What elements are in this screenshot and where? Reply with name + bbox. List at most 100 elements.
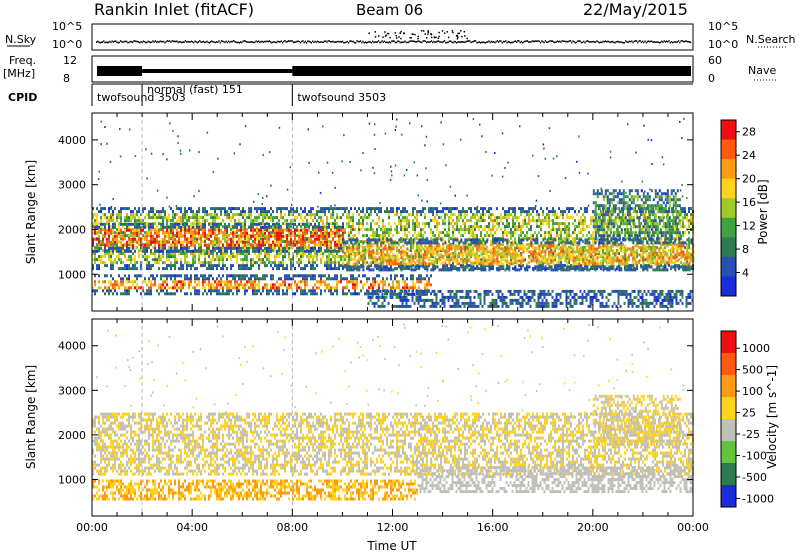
heatmap-cell <box>304 222 306 226</box>
heatmap-cell <box>410 246 412 250</box>
heatmap-cell <box>466 210 468 214</box>
heatmap-cell <box>308 255 310 259</box>
heatmap-cell <box>246 246 248 250</box>
heatmap-cell <box>138 243 140 247</box>
heatmap-cell <box>636 264 638 268</box>
heatmap-cell <box>558 234 560 238</box>
nsky-point <box>231 40 233 43</box>
heatmap-cell <box>94 222 96 226</box>
heatmap-cell <box>116 219 118 223</box>
heatmap-cell <box>614 210 616 214</box>
heatmap-cell <box>266 216 268 220</box>
heatmap-cell <box>252 231 254 235</box>
heatmap-cell <box>220 213 222 217</box>
heatmap-cell <box>202 219 204 223</box>
nsky-point <box>121 40 123 43</box>
nsky-point <box>198 41 200 43</box>
heatmap-cell <box>236 231 238 235</box>
heatmap-cell <box>462 228 464 232</box>
heatmap-cell <box>460 225 462 229</box>
heatmap-cell <box>116 234 118 238</box>
heatmap-cell <box>432 213 434 217</box>
heatmap-cell <box>312 240 314 244</box>
heatmap-cell <box>246 255 248 259</box>
nsky-point <box>176 40 178 42</box>
heatmap-cell <box>290 231 292 235</box>
heatmap-cell <box>222 249 224 253</box>
heatmap-cell <box>304 252 306 256</box>
heatmap-cell <box>306 249 308 253</box>
heatmap-cell <box>202 231 204 235</box>
heatmap-cell <box>176 207 178 211</box>
heatmap-cell <box>410 213 412 217</box>
heatmap-cell <box>120 231 122 235</box>
heatmap-cell <box>276 228 278 232</box>
heatmap-cell <box>292 222 294 226</box>
heatmap-cell <box>150 264 152 268</box>
heatmap-cell <box>270 249 272 253</box>
heatmap-cell <box>574 219 576 223</box>
heatmap-cell <box>130 234 132 238</box>
heatmap-cell <box>318 234 320 238</box>
nsky-point <box>188 41 190 43</box>
heatmap-cell <box>540 255 542 259</box>
nsky-point <box>264 40 266 43</box>
heatmap-cell <box>380 210 382 214</box>
nsky-point <box>220 40 222 42</box>
heatmap-cell <box>250 216 252 220</box>
heatmap-cell <box>530 225 532 229</box>
heatmap-cell <box>140 246 142 250</box>
heatmap-cell <box>204 249 206 253</box>
freq-tick-high: 12 <box>63 54 77 67</box>
heatmap-cell <box>226 237 228 241</box>
heatmap-cell <box>120 207 122 211</box>
nsky-point <box>498 41 500 43</box>
heatmap-cell <box>300 213 302 217</box>
heatmap-cell <box>200 225 202 229</box>
heatmap-cell <box>526 222 528 226</box>
heatmap-cell <box>552 252 554 256</box>
heatmap-cell <box>302 237 304 241</box>
heatmap-cell <box>174 243 176 247</box>
heatmap-cell <box>132 246 134 250</box>
heatmap-cell <box>660 264 662 268</box>
heatmap-cell <box>276 225 278 229</box>
heatmap-cell <box>412 246 414 250</box>
heatmap-cell <box>190 237 192 241</box>
heatmap-cell <box>358 249 360 253</box>
heatmap-cell <box>586 207 588 211</box>
heatmap-cell <box>364 240 366 244</box>
heatmap-cell <box>298 258 300 262</box>
nsky-point <box>284 40 286 42</box>
nsky-point <box>685 40 687 42</box>
heatmap-cell <box>274 234 276 238</box>
heatmap-cell <box>182 225 184 229</box>
nsky-point <box>255 40 257 42</box>
heatmap-cell <box>422 261 424 265</box>
heatmap-cell <box>288 222 290 226</box>
heatmap-cell <box>146 255 148 259</box>
heatmap-cell <box>636 267 638 271</box>
nsky-point <box>631 40 633 42</box>
heatmap-cell <box>476 225 478 229</box>
heatmap-cell <box>246 249 248 253</box>
heatmap-cell <box>128 246 130 250</box>
heatmap-cell <box>298 246 300 250</box>
heatmap-cell <box>674 216 676 220</box>
heatmap-cell <box>512 225 514 229</box>
heatmap-cell <box>230 267 232 271</box>
heatmap-cell <box>112 231 114 235</box>
heatmap-cell <box>120 267 122 271</box>
nsky-point <box>524 40 526 43</box>
nsky-point <box>591 40 593 43</box>
nsky-spike <box>398 36 400 38</box>
heatmap-cell <box>672 261 674 265</box>
nsky-point <box>682 40 684 43</box>
heatmap-cell <box>460 216 462 220</box>
heatmap-cell <box>416 249 418 253</box>
heatmap-cell <box>456 207 458 211</box>
heatmap-cell <box>464 213 466 217</box>
heatmap-cell <box>596 264 598 268</box>
heatmap-cell <box>540 261 542 265</box>
heatmap-cell <box>402 216 404 220</box>
